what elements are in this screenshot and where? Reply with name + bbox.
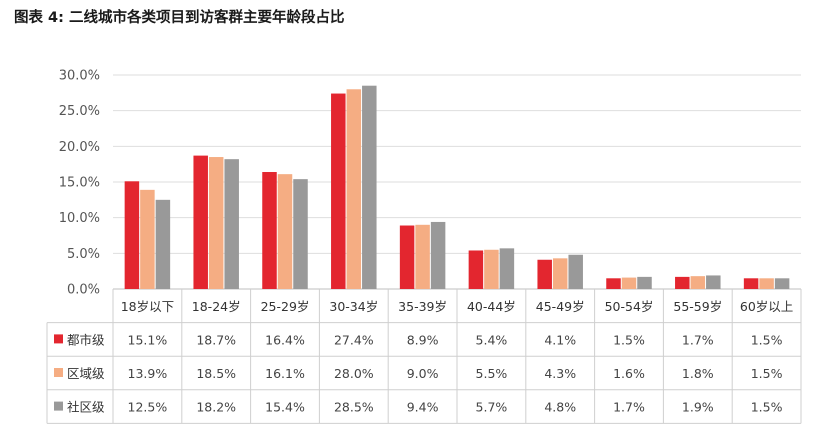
bar-2-10 <box>759 278 774 289</box>
bar-1-6 <box>468 250 484 289</box>
data-label: 1.6% <box>613 366 645 381</box>
data-label: 5.7% <box>476 400 508 415</box>
bar-3-3 <box>293 179 308 289</box>
data-label: 15.1% <box>128 332 168 347</box>
bar-2-9 <box>690 276 706 289</box>
bar-2-4 <box>346 89 362 290</box>
x-category-label: 25-29岁 <box>261 299 310 314</box>
bar-1-10 <box>743 278 759 289</box>
data-label: 16.4% <box>265 332 305 347</box>
data-label: 1.5% <box>751 400 783 415</box>
legend-label: 都市级 <box>67 332 105 347</box>
y-axis-ticks: 0.0% 5.0% 10.0% 15.0% 20.0% 25.0% 30.0% <box>59 69 100 298</box>
legend-swatch <box>54 334 63 344</box>
legend-swatch <box>54 401 63 411</box>
data-label: 1.5% <box>751 366 783 381</box>
bar-3-1 <box>155 199 171 289</box>
y-tick-label: 25.0% <box>59 104 100 119</box>
bar-2-8 <box>621 277 637 289</box>
data-label: 5.4% <box>476 332 508 347</box>
bar-2-3 <box>277 174 293 289</box>
chart-title: 图表 4: 二线城市各类项目到访客群主要年龄段占比 <box>14 10 345 26</box>
data-label: 18.2% <box>196 400 236 415</box>
bar-1-2 <box>193 155 208 289</box>
x-category-label: 35-39岁 <box>398 299 447 314</box>
x-category-label: 18岁以下 <box>121 299 174 314</box>
bar-3-7 <box>568 254 583 289</box>
data-label: 1.7% <box>682 332 714 347</box>
bar-3-10 <box>774 278 790 289</box>
data-table: 18岁以下 18-24岁 25-29岁 30-34岁 35-39岁 40-44岁 45-49… <box>46 289 802 424</box>
bar-3-9 <box>706 275 721 289</box>
data-label: 1.9% <box>682 400 714 415</box>
y-tick-label: 10.0% <box>59 211 100 226</box>
bar-1-1 <box>124 181 140 289</box>
data-label: 4.8% <box>544 400 576 415</box>
data-label: 28.0% <box>334 366 374 381</box>
data-label: 13.9% <box>128 366 168 381</box>
bar-3-2 <box>224 159 239 289</box>
bar-1-7 <box>537 259 552 289</box>
bar-3-5 <box>430 221 446 289</box>
bar-3-6 <box>499 248 515 289</box>
x-category-label: 60岁以上 <box>740 299 793 314</box>
x-category-label: 40-44岁 <box>467 299 516 314</box>
data-label: 16.1% <box>265 366 305 381</box>
x-category-label: 50-54岁 <box>605 299 654 314</box>
data-label: 18.5% <box>196 366 236 381</box>
data-label: 5.5% <box>476 366 508 381</box>
data-label: 9.0% <box>407 366 439 381</box>
data-label: 28.5% <box>334 400 374 415</box>
bar-1-4 <box>331 93 346 290</box>
bar-1-5 <box>399 225 415 289</box>
data-label: 1.5% <box>751 332 783 347</box>
y-tick-label: 5.0% <box>67 247 100 262</box>
legend-label: 区域级 <box>67 366 105 381</box>
data-label: 12.5% <box>128 400 168 415</box>
bar-2-7 <box>552 258 568 289</box>
y-tick-label: 30.0% <box>59 69 100 84</box>
y-tick-label: 0.0% <box>67 283 100 298</box>
data-label: 15.4% <box>265 400 305 415</box>
bar-1-3 <box>262 172 277 289</box>
y-tick-label: 20.0% <box>59 140 100 155</box>
data-label: 1.5% <box>613 332 645 347</box>
bar-2-5 <box>415 224 430 289</box>
bar-2-1 <box>140 189 155 289</box>
data-label: 27.4% <box>334 332 374 347</box>
bar-3-8 <box>637 276 652 289</box>
data-label: 4.3% <box>544 366 576 381</box>
x-category-label: 30-34岁 <box>329 299 378 314</box>
data-label: 8.9% <box>407 332 439 347</box>
x-category-label: 18-24岁 <box>192 299 241 314</box>
bar-2-2 <box>208 157 224 289</box>
data-label: 4.1% <box>544 332 576 347</box>
data-label: 9.4% <box>407 400 439 415</box>
data-label: 1.8% <box>682 366 714 381</box>
x-category-label: 45-49岁 <box>536 299 585 314</box>
bar-2-6 <box>484 249 499 289</box>
bars <box>124 85 790 290</box>
bar-3-4 <box>362 85 377 289</box>
y-tick-label: 15.0% <box>59 176 100 191</box>
data-label: 18.7% <box>196 332 236 347</box>
bar-1-9 <box>675 276 690 289</box>
x-category-label: 55-59岁 <box>673 299 722 314</box>
data-label: 1.7% <box>613 400 645 415</box>
bar-1-8 <box>606 278 621 289</box>
legend-label: 社区级 <box>67 400 105 415</box>
legend-swatch <box>54 368 63 377</box>
